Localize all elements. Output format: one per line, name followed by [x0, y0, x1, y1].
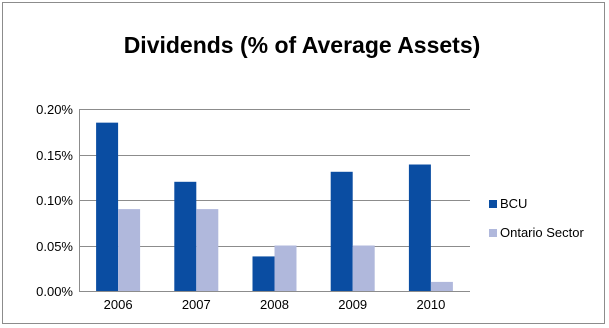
legend-swatch: [489, 200, 497, 208]
legend-label: Ontario Sector: [500, 225, 584, 240]
bar-ontario-sector-2008: [274, 245, 297, 291]
bar-bcu-2009: [330, 171, 353, 291]
bar-bcu-2010: [408, 164, 431, 291]
bar-bcu-2007: [174, 181, 197, 291]
legend-label: BCU: [500, 196, 527, 211]
bar-ontario-sector-2007: [196, 209, 219, 291]
legend: BCU Ontario Sector: [489, 196, 584, 240]
x-tick-label: 2010: [416, 297, 445, 312]
legend-swatch: [489, 229, 497, 237]
bar-ontario-sector-2009: [352, 245, 375, 291]
bar-bcu-2008: [252, 256, 275, 291]
x-tick-label: 2008: [260, 297, 289, 312]
y-tick-label: 0.05%: [36, 239, 73, 254]
x-tick-label: 2006: [104, 297, 133, 312]
y-tick-label: 0.10%: [36, 193, 73, 208]
chart-title: Dividends (% of Average Assets): [124, 32, 481, 58]
bar-ontario-sector-2006: [118, 209, 141, 291]
bar-bcu-2006: [96, 122, 119, 292]
y-tick-label: 0.15%: [36, 148, 73, 163]
chart-frame: Dividends (% of Average Assets) 0.00% 0.0…: [2, 2, 605, 324]
y-tick-label: 0.00%: [36, 284, 73, 299]
bar-ontario-sector-2010: [430, 281, 453, 291]
bar-layer: [96, 122, 453, 292]
axis-layer: [79, 109, 470, 292]
x-tick-label: 2009: [338, 297, 367, 312]
chart-canvas: Dividends (% of Average Assets) 0.00%0.0…: [36, 32, 584, 312]
y-tick-label: 0.20%: [36, 102, 73, 117]
x-axis-ticks: 2006 2007 2008 2009 2010: [104, 297, 446, 312]
y-axis-ticks: 0.00% 0.05% 0.10% 0.15% 0.20%: [36, 102, 73, 299]
x-tick-label: 2007: [182, 297, 211, 312]
